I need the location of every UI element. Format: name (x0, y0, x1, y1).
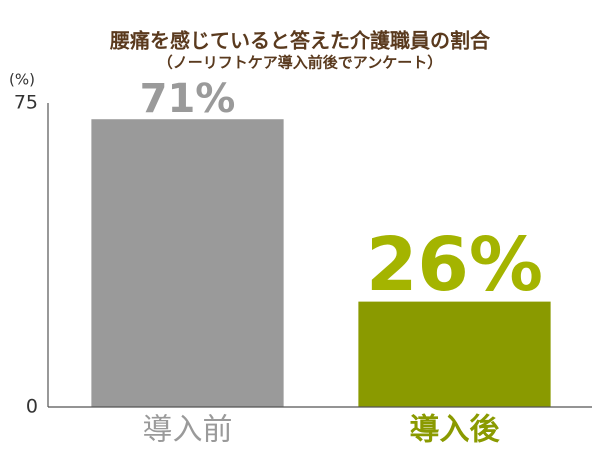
bar (91, 119, 284, 408)
chart-subtitle: （ノーリフトケア導入前後でアンケート） (158, 54, 442, 72)
y-axis-label: (%) (9, 71, 35, 89)
category-label: 導入後 (410, 413, 501, 448)
category-label: 導入前 (143, 413, 233, 448)
chart-title: 腰痛を感じていると答えた介護職員の割合 (109, 29, 491, 53)
y-tick-label: 0 (26, 396, 38, 418)
bar (358, 301, 551, 407)
value-label: 26% (366, 222, 543, 308)
y-tick-label: 75 (14, 92, 38, 114)
value-label: 71% (140, 76, 236, 122)
